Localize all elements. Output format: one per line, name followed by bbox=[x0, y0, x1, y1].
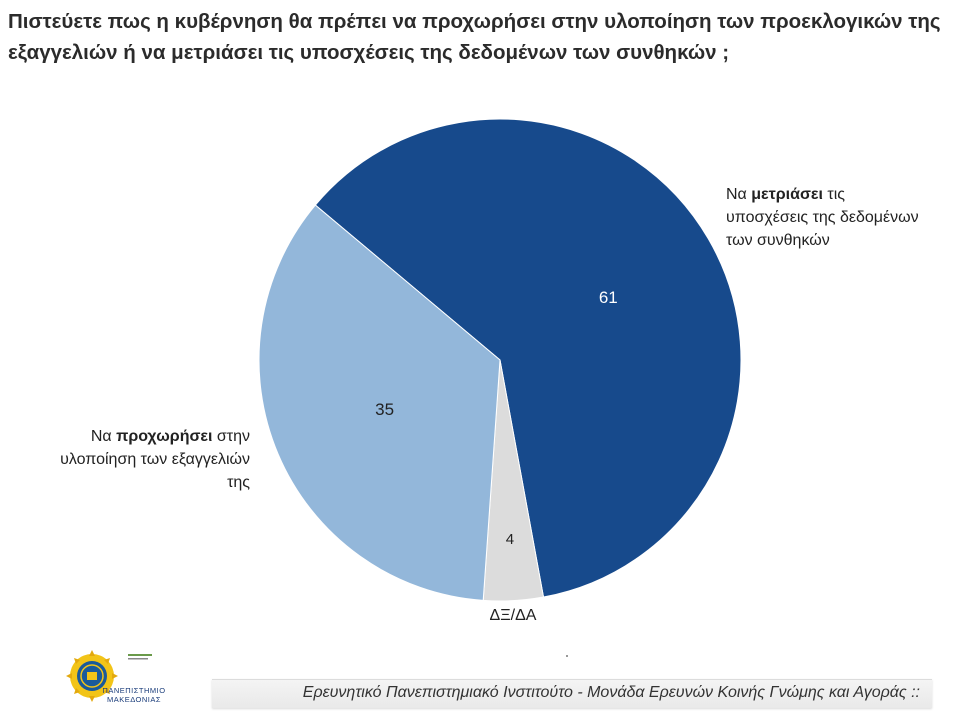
logo-caption: ΠΑΝΕΠΙΣΤΗΜΙΟ ΜΑΚΕΔΟΝΙΑΣ bbox=[102, 686, 166, 704]
pie-value-dk: 4 bbox=[506, 531, 514, 548]
pie-slice-moderate bbox=[314, 118, 742, 598]
slice-label-dk: ΔΞ/ΔΑ bbox=[489, 607, 537, 624]
chart-title: Πιστεύετε πως η κυβέρνηση θα πρέπει να π… bbox=[8, 10, 941, 64]
pie-slice-proceed bbox=[258, 204, 501, 601]
pie-value-moderate: 61 bbox=[599, 288, 618, 307]
slice-label-proceed: Να προχωρήσει στην υλοποίηση των εξαγγελ… bbox=[60, 428, 250, 491]
footer-text: Ερευνητικό Πανεπιστημιακό Ινστιτούτο - Μ… bbox=[302, 684, 920, 701]
stray-dot bbox=[566, 655, 568, 657]
university-seal-icon bbox=[66, 650, 152, 702]
pie-value-proceed: 35 bbox=[375, 400, 394, 419]
footer-bar: Ερευνητικό Πανεπιστημιακό Ινστιτούτο - Μ… bbox=[212, 679, 932, 708]
slice-label-moderate: Να μετριάσει τις υποσχέσεις της δεδομένω… bbox=[726, 186, 919, 249]
